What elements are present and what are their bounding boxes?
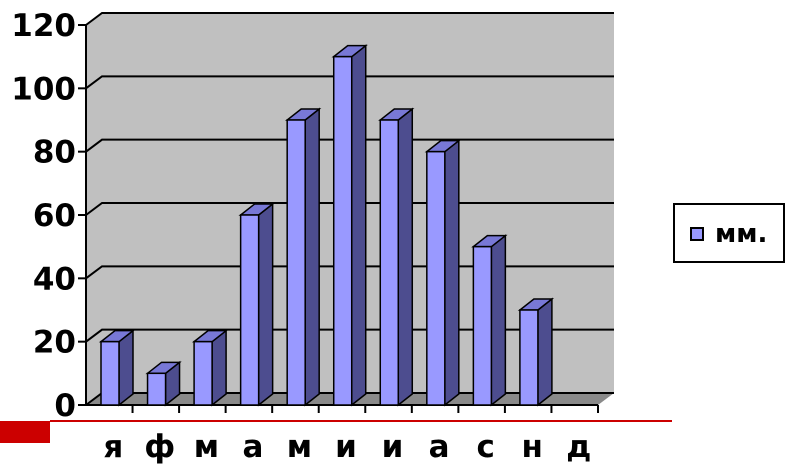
gridline bbox=[85, 75, 614, 90]
decorative-red-block bbox=[0, 421, 50, 443]
bar bbox=[517, 297, 555, 407]
x-category-label: я bbox=[103, 429, 123, 465]
bar-front bbox=[426, 150, 446, 406]
bar-side bbox=[118, 329, 134, 407]
gridline bbox=[85, 138, 614, 153]
legend-swatch bbox=[690, 227, 704, 241]
bar-side bbox=[490, 234, 507, 407]
bar-side bbox=[211, 329, 227, 407]
x-category-label: с bbox=[476, 429, 494, 465]
bar bbox=[285, 107, 322, 407]
bar-front bbox=[100, 340, 120, 406]
bar-side bbox=[397, 107, 414, 407]
gridline bbox=[85, 12, 614, 26]
bar-side bbox=[444, 139, 460, 407]
bar-side bbox=[304, 107, 320, 407]
bar-series bbox=[98, 44, 555, 407]
legend-label: мм. bbox=[715, 219, 768, 249]
x-category-label: ф bbox=[144, 429, 175, 465]
bar bbox=[145, 360, 182, 407]
x-category-label: н bbox=[521, 429, 542, 465]
x-category-label: м bbox=[194, 429, 219, 465]
bar-front bbox=[239, 214, 260, 406]
x-category-label: и bbox=[335, 429, 357, 465]
bar-front bbox=[146, 372, 167, 406]
x-category-label: а bbox=[429, 429, 450, 465]
bar-front bbox=[379, 119, 400, 406]
bar-side bbox=[350, 44, 367, 407]
bar-front bbox=[286, 119, 306, 406]
x-category-label: м bbox=[287, 429, 312, 465]
bar-front bbox=[193, 340, 213, 406]
bar bbox=[378, 107, 415, 407]
bar bbox=[471, 234, 508, 407]
y-tick-label: 60 bbox=[33, 198, 76, 234]
bar-front bbox=[519, 309, 539, 406]
legend: мм. bbox=[673, 203, 785, 263]
x-category-label: д bbox=[566, 429, 591, 465]
bar-side bbox=[537, 297, 553, 407]
y-tick-label: 0 bbox=[54, 388, 76, 424]
y-axis-tick-labels: 0 20 40 60 80 100 120 bbox=[11, 8, 76, 424]
y-tick-label: 120 bbox=[11, 8, 76, 44]
decorative-red-line bbox=[50, 420, 672, 422]
y-tick-label: 20 bbox=[33, 325, 76, 361]
y-tick-label: 100 bbox=[11, 71, 76, 107]
y-tick-label: 40 bbox=[33, 261, 76, 297]
bar bbox=[98, 329, 136, 407]
bar bbox=[238, 202, 275, 407]
y-tick-label: 80 bbox=[33, 135, 76, 171]
bar-front bbox=[332, 55, 353, 406]
bar-front bbox=[472, 245, 493, 406]
bar-side bbox=[257, 202, 274, 407]
bar bbox=[331, 44, 368, 407]
bar bbox=[191, 329, 229, 407]
x-category-label: а bbox=[242, 429, 263, 465]
x-category-label: и bbox=[382, 429, 404, 465]
bar bbox=[424, 139, 461, 407]
